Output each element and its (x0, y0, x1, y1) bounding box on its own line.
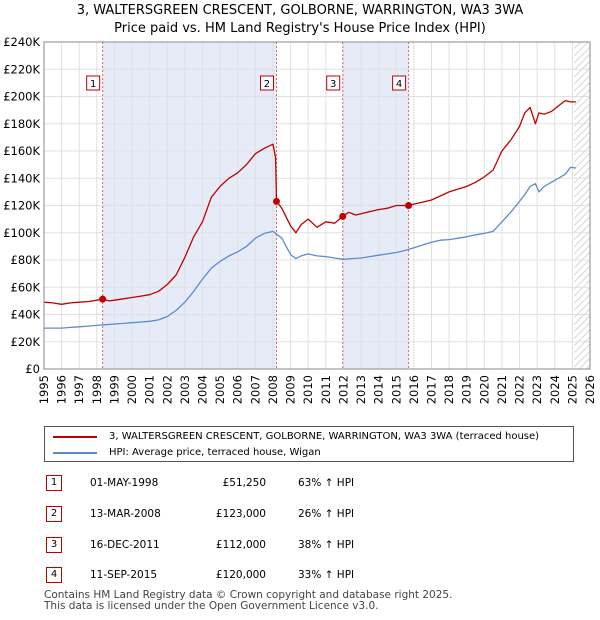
y-tick-label: £240K (3, 35, 40, 49)
y-tick-label: £0 (25, 362, 40, 376)
sale-price: £120,000 (215, 569, 266, 581)
sale-point (339, 212, 347, 220)
sale-row-3: 3 16-DEC-2011 £112,000 38% ↑ HPI (46, 536, 566, 554)
y-tick-label: £40K (11, 308, 41, 322)
footer-licence: This data is licensed under the Open Gov… (44, 600, 379, 612)
sale-row-4: 4 11-SEP-2015 £120,000 33% ↑ HPI (46, 566, 566, 584)
legend-swatch-property (53, 436, 97, 438)
sale-hpi-change: 26% ↑ HPI (298, 508, 355, 520)
y-tick-label: £100K (3, 226, 40, 240)
series-line-hpi (44, 166, 576, 329)
sale-row-1: 1 01-MAY-1998 £51,250 63% ↑ HPI (46, 474, 566, 492)
sale-price: £112,000 (215, 539, 266, 551)
y-tick-label: £200K (3, 90, 40, 104)
x-tick-label: 1996 (55, 375, 69, 404)
chart-legend: 3, WALTERSGREEN CRESCENT, GOLBORNE, WARR… (44, 426, 574, 462)
x-tick-label: 2006 (231, 375, 245, 404)
y-tick-label: £120K (3, 199, 40, 213)
footer-copyright: Contains HM Land Registry data © Crown c… (44, 589, 453, 601)
y-tick-label: £20K (11, 335, 41, 349)
x-tick-label: 2007 (248, 375, 262, 404)
sale-date: 13-MAR-2008 (90, 508, 161, 520)
x-tick-label: 2002 (160, 375, 174, 404)
sale-date: 16-DEC-2011 (90, 539, 160, 551)
series-line-property (43, 99, 576, 305)
x-tick-label: 2009 (284, 375, 298, 404)
sale-marker-label: 1 (90, 79, 96, 90)
sale-marker-box (392, 75, 407, 91)
plot-frame (43, 41, 591, 370)
x-tick-label: 1997 (72, 375, 86, 404)
sale-date: 01-MAY-1998 (90, 477, 159, 489)
x-tick-label: 2003 (178, 375, 192, 404)
x-tick-label: 1995 (37, 375, 51, 404)
x-tick-label: 2024 (548, 375, 562, 404)
footer-notice: Contains HM Land Registry data © Crown c… (44, 590, 452, 612)
sale-number-badge: 2 (46, 506, 62, 522)
x-tick-label: 2000 (125, 375, 139, 404)
y-tick-label: £180K (3, 117, 40, 131)
y-tick-label: £60K (11, 280, 41, 294)
x-tick-label: 2018 (442, 375, 456, 404)
x-tick-label: 2025 (565, 375, 579, 404)
x-tick-label: 2005 (213, 375, 227, 404)
sale-hpi-change: 33% ↑ HPI (298, 569, 355, 581)
sale-marker-label: 2 (264, 79, 270, 90)
x-tick-label: 2011 (319, 375, 333, 404)
sale-hpi-change: 63% ↑ HPI (298, 477, 355, 489)
x-tick-label: 1998 (90, 375, 104, 404)
sale-point (405, 202, 413, 209)
sale-number-badge: 3 (46, 537, 62, 553)
x-tick-label: 2012 (336, 375, 350, 404)
x-tick-label: 2026 (583, 375, 597, 404)
x-tick-label: 2022 (513, 375, 527, 404)
legend-label-property: 3, WALTERSGREEN CRESCENT, GOLBORNE, WARR… (109, 431, 540, 442)
sale-price: £123,000 (215, 508, 266, 520)
x-tick-label: 2016 (407, 375, 421, 404)
sale-marker-box (86, 75, 101, 91)
sale-point (99, 295, 107, 303)
sale-marker-label: 4 (396, 79, 402, 90)
sale-marker-box (259, 75, 274, 91)
sale-point (272, 197, 280, 205)
x-tick-label: 2021 (495, 375, 509, 404)
sale-row-2: 2 13-MAR-2008 £123,000 26% ↑ HPI (46, 505, 566, 523)
sale-price: £51,250 (222, 477, 266, 489)
x-tick-label: 2004 (196, 375, 210, 404)
legend-label-hpi: HPI: Average price, terraced house, Wiga… (109, 447, 321, 458)
x-tick-label: 2017 (424, 375, 438, 404)
y-tick-label: £160K (3, 144, 40, 158)
x-tick-label: 1999 (107, 375, 121, 404)
x-tick-label: 2023 (530, 375, 544, 404)
x-tick-label: 2008 (266, 375, 280, 404)
x-tick-label: 2001 (143, 375, 157, 404)
chart-title: 3, WALTERSGREEN CRESCENT, GOLBORNE, WARR… (0, 2, 600, 38)
y-tick-label: £80K (11, 253, 41, 267)
y-tick-label: £220K (3, 62, 40, 76)
x-tick-label: 2020 (477, 375, 491, 404)
sale-hpi-change: 38% ↑ HPI (298, 539, 355, 551)
x-tick-label: 2019 (460, 375, 474, 404)
price-chart: 1 2 3 4 £0 £20K £40K £60K £80K £100K £120K £140K £1… (3, 35, 597, 404)
x-tick-label: 2014 (372, 375, 386, 404)
x-tick-label: 2010 (301, 375, 315, 404)
chart-title-line2: Price paid vs. HM Land Registry's House … (114, 21, 486, 36)
legend-swatch-hpi (53, 452, 97, 454)
y-tick-label: £140K (3, 171, 40, 185)
sale-number-badge: 1 (46, 475, 62, 491)
sale-date: 11-SEP-2015 (90, 569, 158, 581)
sale-number-badge: 4 (46, 567, 62, 583)
chart-title-line1: 3, WALTERSGREEN CRESCENT, GOLBORNE, WARR… (76, 3, 524, 18)
x-tick-label: 2015 (389, 375, 403, 404)
sale-marker-box (326, 75, 341, 91)
sale-marker-label: 3 (330, 79, 336, 90)
x-tick-label: 2013 (354, 375, 368, 404)
